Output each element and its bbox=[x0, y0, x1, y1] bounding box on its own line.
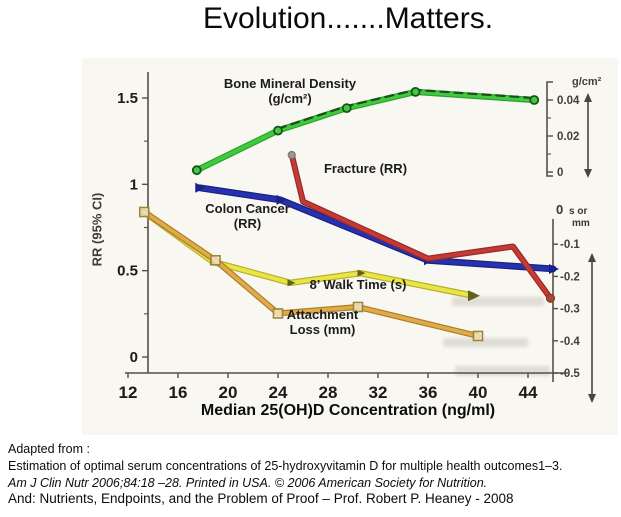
marker-circle bbox=[273, 125, 283, 136]
annotation-fracture: Fracture (RR) bbox=[308, 161, 423, 176]
annotation-colon-cancer: Colon Cancer (RR) bbox=[185, 201, 310, 231]
marker-arrow bbox=[357, 269, 366, 277]
left-tick-label: 1.5 bbox=[117, 90, 138, 107]
marker-triangle bbox=[276, 194, 287, 205]
marker-triangle bbox=[195, 182, 206, 193]
footer-citation-journal: Am J Clin Nutr 2006;84:18 –28. Printed i… bbox=[8, 476, 488, 490]
x-tick-label: 24 bbox=[269, 383, 288, 402]
right-bottom-tick-label: -0.5 bbox=[560, 368, 580, 380]
axis-ticks bbox=[127, 97, 558, 378]
annotation-line: Loss (mm) bbox=[289, 322, 356, 337]
marker-dot-end bbox=[545, 293, 556, 303]
data-series bbox=[138, 87, 559, 342]
x-tick-label: 16 bbox=[169, 383, 188, 402]
chart-scan-background bbox=[82, 58, 618, 435]
annotation-bone-mineral-density: Bone Mineral Density (g/cm²) bbox=[205, 76, 375, 106]
marker-circle bbox=[410, 87, 421, 97]
annotation-line: Bone Mineral Density bbox=[223, 76, 357, 91]
right-top-tick-label: 0.02 bbox=[557, 131, 579, 143]
left-tick-label: 0.5 bbox=[117, 263, 138, 280]
x-tick-label: 20 bbox=[219, 383, 238, 402]
left-tick-label: 0 bbox=[130, 349, 138, 366]
right-top-axis-line bbox=[546, 81, 553, 177]
annotation-line: 8’ Walk Time (s) bbox=[309, 277, 407, 292]
footer-citation-title: Estimation of optimal serum concentratio… bbox=[8, 459, 563, 473]
right-bottom-axis-zero: 0 bbox=[556, 202, 564, 217]
marker-square bbox=[272, 308, 284, 319]
x-tick-label: 28 bbox=[319, 383, 338, 402]
scan-smudge bbox=[443, 338, 528, 347]
marker-circle bbox=[341, 103, 352, 113]
left-axis-title: RR (95% CI) bbox=[89, 192, 105, 267]
page-title: Evolution.......Matters. bbox=[202, 2, 494, 35]
footer-citation-heaney: And: Nutrients, Endpoints, and the Probl… bbox=[8, 491, 514, 506]
annotation-line: Colon Cancer bbox=[205, 201, 290, 216]
marker-dot-start bbox=[287, 150, 296, 160]
left-tick-label: 1 bbox=[130, 176, 138, 193]
right-bottom-tick-label: -0.2 bbox=[560, 271, 580, 283]
marker-triangle bbox=[549, 263, 559, 274]
axis-frame bbox=[125, 72, 568, 382]
series-line bbox=[289, 153, 553, 301]
x-tick-label: 44 bbox=[519, 383, 538, 402]
annotation-line: (g/cm²) bbox=[268, 91, 312, 106]
scan-smudge bbox=[455, 366, 550, 376]
right-top-axis-unit: g/cm² bbox=[572, 76, 602, 88]
annotation-walk-time: 8’ Walk Time (s) bbox=[298, 277, 418, 292]
double-arrow-gcm2 bbox=[584, 93, 592, 178]
annotation-line: Attachment bbox=[286, 307, 359, 322]
marker-arrow bbox=[468, 290, 480, 302]
x-tick-label: 40 bbox=[469, 383, 488, 402]
x-tick-label: 36 bbox=[419, 383, 438, 402]
axis-tick-labels: 12 16 20 24 28 32 36 40 44 0 0.5 1 1.5 0 0.02 0.04 -0.1 -… bbox=[117, 90, 580, 402]
annotation-line: (RR) bbox=[233, 216, 262, 231]
right-bottom-tick-label: -0.1 bbox=[560, 239, 580, 251]
double-arrow-s-mm bbox=[588, 253, 596, 403]
annotation-attachment-loss: Attachment Loss (mm) bbox=[270, 307, 375, 337]
right-top-tick-label: 0.04 bbox=[557, 95, 580, 107]
right-bottom-axis-unit-s: s or bbox=[569, 206, 588, 217]
x-tick-label: 32 bbox=[369, 383, 388, 402]
marker-circle bbox=[529, 95, 540, 105]
marker-square bbox=[352, 301, 364, 313]
scan-smudge bbox=[452, 297, 544, 306]
series-dashed-overlay bbox=[276, 88, 536, 130]
right-bottom-axis-unit-mm: mm bbox=[572, 218, 590, 229]
right-bottom-tick-label: -0.4 bbox=[560, 336, 580, 348]
marker-arrow bbox=[287, 279, 296, 287]
footer-adapted-from: Adapted from : bbox=[8, 442, 90, 456]
right-bottom-tick-label: -0.3 bbox=[560, 304, 580, 316]
right-top-tick-label: 0 bbox=[557, 167, 563, 179]
series-line bbox=[197, 185, 556, 272]
marker-square bbox=[472, 330, 484, 342]
marker-square bbox=[138, 206, 150, 218]
x-tick-label: 12 bbox=[119, 383, 138, 402]
marker-square bbox=[210, 255, 221, 266]
x-axis-title: Median 25(OH)D Concentration (ng/ml) bbox=[200, 402, 496, 419]
annotation-line: Fracture (RR) bbox=[323, 161, 408, 176]
marker-circle bbox=[191, 165, 202, 176]
